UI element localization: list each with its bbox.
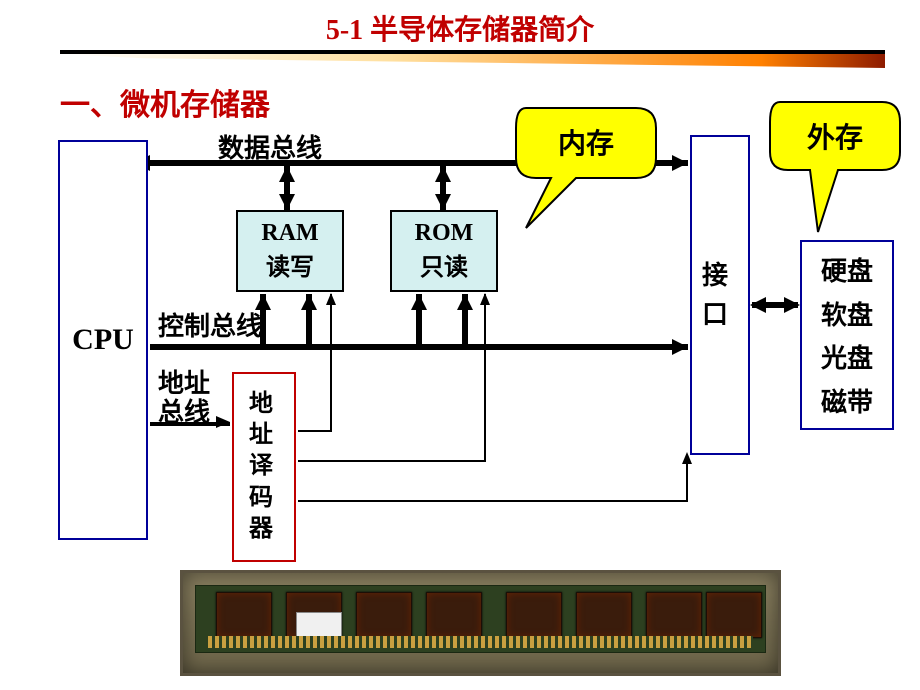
external-storage-box: 硬盘 软盘 光盘 磁带 — [800, 240, 894, 430]
decoder-to-iface — [298, 500, 688, 502]
chip-icon — [426, 592, 482, 638]
decoder-to-ram-v — [330, 372, 332, 432]
external-callout-text: 外存 — [760, 116, 910, 156]
external-memory-callout: 外存 — [760, 92, 910, 242]
ext-item: 磁带 — [821, 382, 873, 419]
chip-icon — [646, 592, 702, 638]
ram-box: RAM 读写 — [236, 210, 344, 292]
ext-item: 软盘 — [821, 295, 873, 332]
arrow-right-addr — [216, 416, 230, 428]
title-rule — [60, 50, 885, 54]
rom-box: ROM 只读 — [390, 210, 498, 292]
pcb — [195, 585, 766, 653]
arrow-up-rom2 — [411, 294, 427, 310]
pins-icon — [208, 636, 753, 648]
rom-line1: ROM — [415, 220, 474, 247]
decoder-to-ram-h — [298, 430, 332, 432]
chip-icon — [506, 592, 562, 638]
rom-line2: 只读 — [420, 247, 468, 282]
arrow-down-ram — [279, 194, 295, 210]
chip-icon — [356, 592, 412, 638]
decoder-to-rom — [484, 294, 486, 462]
internal-memory-callout: 内存 — [506, 98, 666, 238]
arrow-right-data — [672, 155, 688, 171]
interface-box: 接口 — [690, 135, 750, 455]
internal-callout-text: 内存 — [506, 122, 666, 162]
decoder-box: 地址译码器 — [232, 372, 296, 562]
decoder-to-ram — [330, 294, 332, 372]
arrow-up-dec-rom — [480, 293, 490, 305]
memory-module-photo — [180, 570, 781, 676]
ram-line2: 读写 — [266, 247, 314, 282]
section-heading: 一、微机存储器 — [60, 80, 270, 124]
arrow-up-ram3 — [301, 294, 317, 310]
chip-icon — [706, 592, 762, 638]
ext-item: 硬盘 — [821, 251, 873, 288]
iface-label: 接口 — [702, 256, 738, 334]
arrow-left-iface — [750, 297, 766, 313]
diagram-canvas: 5-1 半导体存储器简介 一、微机存储器 数据总线 控制总线 地址 总线 — [0, 0, 920, 690]
ctrl-bus-label: 控制总线 — [158, 306, 262, 343]
cpu-box: CPU — [58, 140, 148, 540]
ram-line1: RAM — [261, 220, 318, 247]
page-title: 5-1 半导体存储器简介 — [0, 8, 920, 48]
data-bus-label: 数据总线 — [218, 128, 322, 165]
title-gradient — [60, 54, 885, 68]
ext-item: 光盘 — [821, 338, 873, 375]
cpu-label: CPU — [72, 323, 134, 357]
decoder-label: 地址译码器 — [249, 389, 279, 545]
ctrl-bus-line — [150, 344, 688, 350]
arrow-up-dec-ram — [326, 293, 336, 305]
arrow-up-ram — [279, 166, 295, 182]
addr-bus-label: 地址 总线 — [158, 370, 210, 427]
chip-icon — [216, 592, 272, 638]
arrow-up-rom3 — [457, 294, 473, 310]
arrow-right-ext — [784, 297, 800, 313]
arrow-up-rom — [435, 166, 451, 182]
chip-icon — [576, 592, 632, 638]
arrow-right-ctrl — [672, 339, 688, 355]
arrow-up-ram2 — [255, 294, 271, 310]
arrow-down-rom — [435, 194, 451, 210]
decoder-to-rom-h — [298, 460, 486, 462]
